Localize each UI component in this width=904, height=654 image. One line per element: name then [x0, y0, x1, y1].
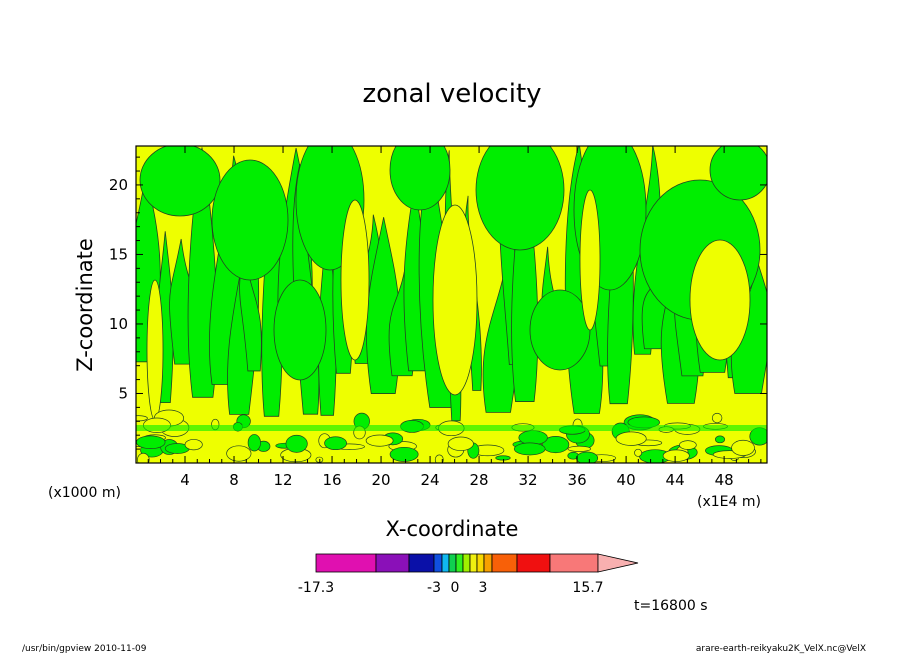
x-tick-label: 28: [470, 471, 489, 489]
contour-cell: [247, 434, 261, 452]
colorbar-min-label: -17.3: [298, 580, 334, 596]
x-tick-label: 8: [229, 471, 239, 489]
y-tick-label: 5: [118, 384, 128, 402]
colorbar-segment: [315, 553, 377, 573]
contour-cell: [136, 415, 148, 422]
contour-cell: [434, 454, 444, 463]
contour-cell: [226, 445, 252, 462]
colorbar-tick-label: 3: [479, 580, 488, 596]
colorbar-ticks: -3 0 3: [427, 580, 487, 596]
y-tick-label: 15: [109, 245, 128, 263]
x-tick-label: 36: [568, 471, 587, 489]
colorbar-segment: [549, 553, 599, 573]
contour-cell: [731, 439, 755, 456]
colorbar-max-label: 15.7: [572, 580, 603, 596]
contour-cell: [662, 449, 690, 462]
contour-lobe: [389, 146, 451, 211]
contour-cell: [576, 451, 599, 463]
contour-column: [689, 239, 751, 361]
contour-cell: [324, 436, 347, 451]
contour-cell: [679, 440, 697, 450]
contour-column: [579, 189, 601, 331]
colorbar-segment: [483, 553, 493, 573]
contour-cell: [634, 448, 643, 457]
contour-cell: [495, 455, 511, 461]
x-axis: 4 8 12 16 20 24 28 32 36 40 44 48: [147, 146, 762, 489]
colorbar-segment: [469, 553, 478, 573]
plot-area: [136, 146, 767, 463]
x-tick-label: 20: [372, 471, 391, 489]
contour-column: [340, 199, 370, 361]
x-tick-label: 40: [617, 471, 636, 489]
colorbar: [315, 553, 639, 573]
x-tick-label: 32: [519, 471, 538, 489]
colorbar-segment: [491, 553, 518, 573]
contour-cell: [518, 430, 548, 446]
x-tick-label: 4: [180, 471, 190, 489]
contour-cell: [447, 436, 474, 451]
y-axis: 5 10 15 20: [109, 156, 767, 450]
contour-cell: [365, 434, 394, 447]
contour-column: [432, 204, 478, 396]
y-tick-label: 20: [109, 176, 128, 194]
contour-band: [136, 425, 767, 431]
x-tick-label: 12: [273, 471, 292, 489]
contour-cell: [285, 434, 308, 453]
contour-cell: [542, 436, 570, 454]
colorbar-segment: [455, 553, 464, 573]
contour-lobe: [211, 159, 289, 281]
contour-cell: [389, 446, 419, 462]
colorbar-segment: [516, 553, 551, 573]
colorbar-tick-label: 0: [451, 580, 460, 596]
contour-cell: [711, 412, 723, 424]
footer-right: arare-earth-reikyaku2K_VelX.nc@VelX: [696, 644, 866, 654]
footer-left: /usr/bin/gpview 2010-11-09: [22, 644, 147, 654]
x-axis-label: X-coordinate: [386, 517, 519, 541]
y-axis-label: Z-coordinate: [73, 238, 97, 372]
contour-lobe: [273, 279, 327, 381]
chart-title: zonal velocity: [362, 79, 541, 109]
contour-cell: [137, 452, 150, 463]
contour-cell: [184, 439, 203, 451]
contour-cell: [615, 431, 647, 446]
colorbar-segment: [476, 553, 485, 573]
contour-lobe: [475, 146, 565, 251]
colorbar-segment: [441, 553, 450, 573]
colorbar-arrow: [597, 553, 639, 573]
contour-lobe: [709, 146, 767, 201]
colorbar-segment: [375, 553, 410, 573]
contour-cell: [714, 435, 726, 444]
y-tick-label: 10: [109, 315, 128, 333]
contour-cell: [136, 435, 166, 449]
colorbar-segment: [462, 553, 471, 573]
x-tick-label: 44: [666, 471, 685, 489]
time-label: t=16800 s: [634, 598, 708, 614]
contour-cell: [513, 442, 546, 456]
colorbar-segment: [408, 553, 435, 573]
colorbar-segment: [448, 553, 457, 573]
contour-column: [146, 279, 164, 421]
x-multiplier-label: (x1E4 m): [697, 494, 761, 510]
contour-lobe: [529, 289, 591, 371]
contour-cell: [567, 445, 591, 452]
x-tick-label: 48: [715, 471, 734, 489]
contour-field: [136, 146, 767, 463]
x-tick-label: 16: [322, 471, 341, 489]
colorbar-segment: [433, 553, 443, 573]
colorbar-tick-label: -3: [427, 580, 441, 596]
x-unit-label: (x1000 m): [48, 485, 121, 501]
contour-lobe: [139, 146, 221, 217]
plot-frame: [135, 145, 768, 464]
x-tick-label: 24: [421, 471, 440, 489]
